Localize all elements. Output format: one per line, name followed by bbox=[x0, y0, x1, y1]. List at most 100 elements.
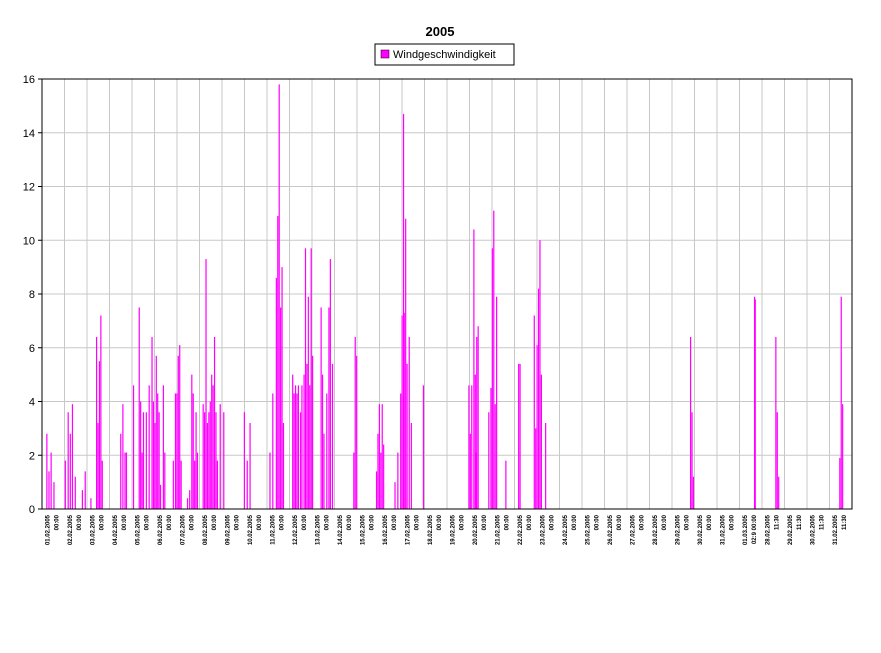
data-bar bbox=[125, 452, 128, 509]
data-bar bbox=[140, 401, 142, 509]
data-bar bbox=[208, 412, 210, 509]
data-bar bbox=[280, 307, 282, 509]
x-tick-date: 25.02.2005 bbox=[585, 514, 591, 545]
data-bar bbox=[536, 345, 538, 509]
x-tick-date: 31.02.2005 bbox=[720, 514, 726, 545]
data-bar bbox=[519, 363, 521, 509]
x-tick-label: 04.02.2005 00:00 bbox=[113, 514, 128, 545]
data-bar bbox=[776, 412, 778, 509]
data-bar bbox=[191, 374, 193, 509]
x-tick-time: 00:00 bbox=[279, 514, 285, 530]
data-bar bbox=[81, 490, 83, 509]
x-tick-label: 28.02.2005 00:00 bbox=[653, 514, 668, 545]
x-tick-date: 14.02.2005 bbox=[338, 514, 344, 545]
x-tick-label: 03.02.2005 00:00 bbox=[90, 514, 105, 545]
x-tick-label: 11.02.2005 00:00 bbox=[270, 514, 285, 544]
data-bar bbox=[158, 412, 160, 509]
data-bar bbox=[177, 355, 179, 509]
x-tick-time: 11:30 bbox=[819, 514, 825, 530]
data-bar bbox=[323, 433, 325, 509]
data-bar bbox=[196, 452, 199, 509]
data-bar bbox=[401, 315, 403, 509]
data-bar bbox=[216, 460, 218, 509]
data-bar bbox=[477, 326, 479, 509]
x-tick-label: 16.02.2005 00:00 bbox=[383, 514, 398, 545]
data-bar bbox=[471, 385, 473, 509]
data-bar bbox=[151, 337, 153, 509]
x-tick-label: 02.02.2005 00:00 bbox=[68, 514, 83, 545]
data-bar bbox=[405, 218, 407, 509]
data-bar bbox=[145, 412, 147, 509]
data-bar bbox=[496, 296, 498, 509]
x-tick-time: 00:00 bbox=[369, 514, 375, 530]
data-bar bbox=[301, 385, 303, 509]
x-tick-time: 00:00 bbox=[347, 514, 353, 530]
x-tick-date: 30.02.2005 bbox=[810, 514, 816, 545]
plot-frame bbox=[41, 78, 853, 510]
data-bar bbox=[282, 423, 285, 509]
data-bar bbox=[96, 337, 98, 509]
y-tick-label: 6 bbox=[29, 343, 35, 355]
data-bar bbox=[310, 248, 312, 509]
data-bar bbox=[278, 84, 280, 509]
data-bar bbox=[53, 482, 55, 509]
data-bar bbox=[192, 393, 194, 509]
x-tick-date: 23.02.2005 bbox=[540, 514, 546, 545]
data-bar bbox=[691, 412, 693, 509]
x-tick-time: 00:00 bbox=[54, 514, 60, 530]
x-tick-time: 00:00 bbox=[414, 514, 420, 530]
data-bar bbox=[69, 433, 71, 509]
y-axis-ticks: 0 2 4 6 8 10 12 14 16 bbox=[23, 74, 42, 516]
x-tick-label: 12.02.2005 00:00 bbox=[293, 514, 308, 545]
data-bar bbox=[309, 385, 311, 509]
data-bar bbox=[176, 393, 178, 509]
x-tick-label: 26.02.2005 00:00 bbox=[608, 514, 623, 545]
data-bar bbox=[692, 476, 695, 509]
data-bar bbox=[120, 433, 122, 509]
data-bar bbox=[839, 457, 841, 509]
data-bar bbox=[246, 460, 248, 509]
data-bar bbox=[211, 374, 213, 509]
series-bars bbox=[46, 84, 844, 509]
y-tick-label: 14 bbox=[23, 128, 35, 140]
chart-title: 2005 bbox=[426, 24, 455, 39]
data-bar bbox=[354, 337, 356, 509]
data-bar bbox=[778, 476, 780, 509]
x-tick-date: 28.02.2005 bbox=[653, 514, 659, 545]
data-bar bbox=[408, 337, 410, 509]
x-tick-date: 27.02.2005 bbox=[630, 514, 636, 545]
x-tick-date: 01.02.2005 bbox=[45, 514, 51, 545]
data-bar bbox=[142, 412, 145, 509]
x-tick-label: 06.02.2005 00:00 bbox=[158, 514, 173, 545]
x-tick-date: 18.02.2005 bbox=[428, 514, 434, 545]
x-tick-date: 22.02.2005 bbox=[518, 514, 524, 545]
x-tick-time: 00:00 bbox=[617, 514, 623, 530]
data-bar bbox=[533, 315, 535, 509]
x-tick-time: 00:00 bbox=[212, 514, 218, 530]
data-bar bbox=[148, 385, 150, 509]
x-tick-time: 00:00 bbox=[684, 514, 690, 530]
data-bar bbox=[269, 452, 271, 509]
x-tick-time: 02:9 00:00 bbox=[752, 514, 758, 544]
y-tick-label: 0 bbox=[29, 504, 35, 516]
x-tick-date: 12.02.2005 bbox=[293, 514, 299, 545]
y-tick-label: 10 bbox=[23, 235, 35, 247]
x-tick-label: 13.02.2005 00:00 bbox=[315, 514, 330, 545]
y-tick-label: 16 bbox=[23, 74, 35, 86]
x-tick-time: 11:30 bbox=[774, 514, 780, 530]
data-bar bbox=[539, 240, 541, 509]
data-bar bbox=[299, 412, 302, 509]
data-bar bbox=[292, 374, 294, 509]
data-bar bbox=[141, 452, 143, 509]
data-bar bbox=[296, 393, 298, 509]
x-tick-time: 00:00 bbox=[234, 514, 240, 530]
x-tick-date: 02.02.2005 bbox=[68, 514, 74, 545]
y-tick-label: 4 bbox=[29, 397, 35, 409]
x-tick-time: 00:00 bbox=[167, 514, 173, 530]
x-tick-date: 03.02.2005 bbox=[90, 514, 96, 545]
x-tick-time: 00:00 bbox=[189, 514, 195, 530]
x-tick-date: 26.02.2005 bbox=[608, 514, 614, 545]
x-tick-label: 09.02.2005 00:00 bbox=[225, 514, 240, 545]
data-bar bbox=[90, 498, 92, 509]
